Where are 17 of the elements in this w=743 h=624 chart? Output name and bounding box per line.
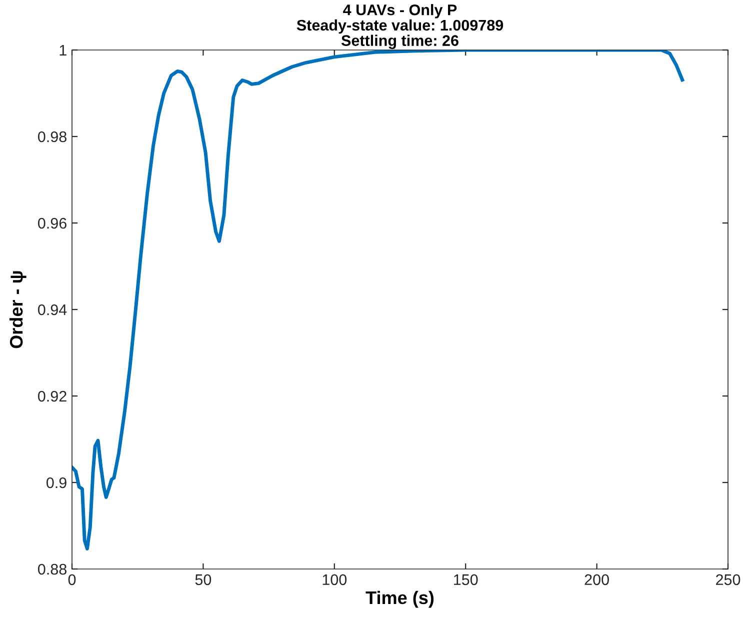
y-tick-label: 0.88 (38, 564, 66, 575)
y-tick-label: 0.92 (38, 390, 66, 402)
x-tick-label: 250 (716, 574, 740, 586)
y-tick-label: 0.9 (46, 477, 66, 488)
x-tick-label: 50 (195, 574, 212, 586)
y-axis-title: Order - ψ (9, 271, 26, 348)
x-tick-label: 150 (454, 574, 478, 586)
chart-title: 4 UAVs - Only P Steady-state value: 1.009789 Settling time: 26 (296, 4, 504, 50)
y-tick-label: 0.96 (38, 218, 66, 229)
x-tick-label: 200 (584, 574, 609, 586)
x-tick-label: 100 (322, 574, 347, 586)
line-series (72, 50, 684, 550)
x-axis-title: Time (s) (366, 590, 434, 608)
y-tick-label: 1 (60, 45, 66, 56)
y-tick-label: 0.94 (38, 304, 67, 316)
y-tick-label: 0.98 (38, 131, 66, 142)
x-tick-label: 0 (68, 574, 76, 586)
